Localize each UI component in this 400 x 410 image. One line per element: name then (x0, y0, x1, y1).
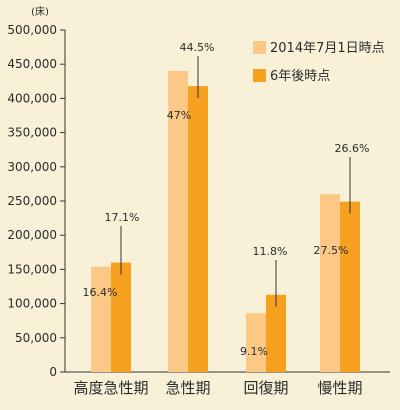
bar-2-2014 (168, 71, 188, 372)
bar-1-2014 (91, 266, 111, 372)
percent-label-2014: 27.5% (314, 244, 349, 257)
y-tick-label: 450,000 (7, 57, 57, 71)
y-tick-label: 300,000 (7, 160, 57, 174)
percent-label-after6years: 44.5% (180, 41, 215, 54)
y-tick-label: 200,000 (7, 228, 57, 242)
legend-swatch-after6years (253, 69, 266, 82)
y-tick-label: 350,000 (7, 126, 57, 140)
bar-1-after6years (111, 262, 131, 372)
y-tick-label: 500,000 (7, 23, 57, 37)
x-category-label: 高度急性期 (73, 379, 148, 397)
y-unit-label: (床) (31, 5, 49, 18)
x-category-label: 回復期 (243, 379, 288, 397)
y-tick-label: 100,000 (7, 297, 57, 311)
bar-3-2014 (246, 313, 266, 372)
y-tick-label: 250,000 (7, 194, 57, 208)
percent-label-2014: 47% (167, 109, 191, 122)
bar-4-after6years (340, 201, 360, 372)
legend-label-2014: 2014年7月1日時点 (270, 41, 385, 56)
y-tick-label: 0 (49, 365, 57, 379)
legend-label-after6years: 6年後時点 (270, 69, 330, 84)
percent-label-2014: 9.1% (240, 345, 268, 358)
bar-3-after6years (266, 294, 286, 372)
legend-swatch-2014 (253, 41, 266, 54)
y-tick-label: 400,000 (7, 91, 57, 105)
percent-label-after6years: 11.8% (253, 245, 288, 258)
x-category-label: 急性期 (165, 379, 210, 397)
bar-2-after6years (188, 86, 208, 372)
percent-label-2014: 16.4% (83, 286, 118, 299)
percent-label-after6years: 26.6% (335, 142, 370, 155)
percent-label-after6years: 17.1% (105, 211, 140, 224)
y-tick-label: 50,000 (15, 331, 57, 345)
x-category-label: 慢性期 (317, 379, 362, 397)
bar-4-2014 (320, 194, 340, 372)
y-tick-label: 150,000 (7, 262, 57, 276)
